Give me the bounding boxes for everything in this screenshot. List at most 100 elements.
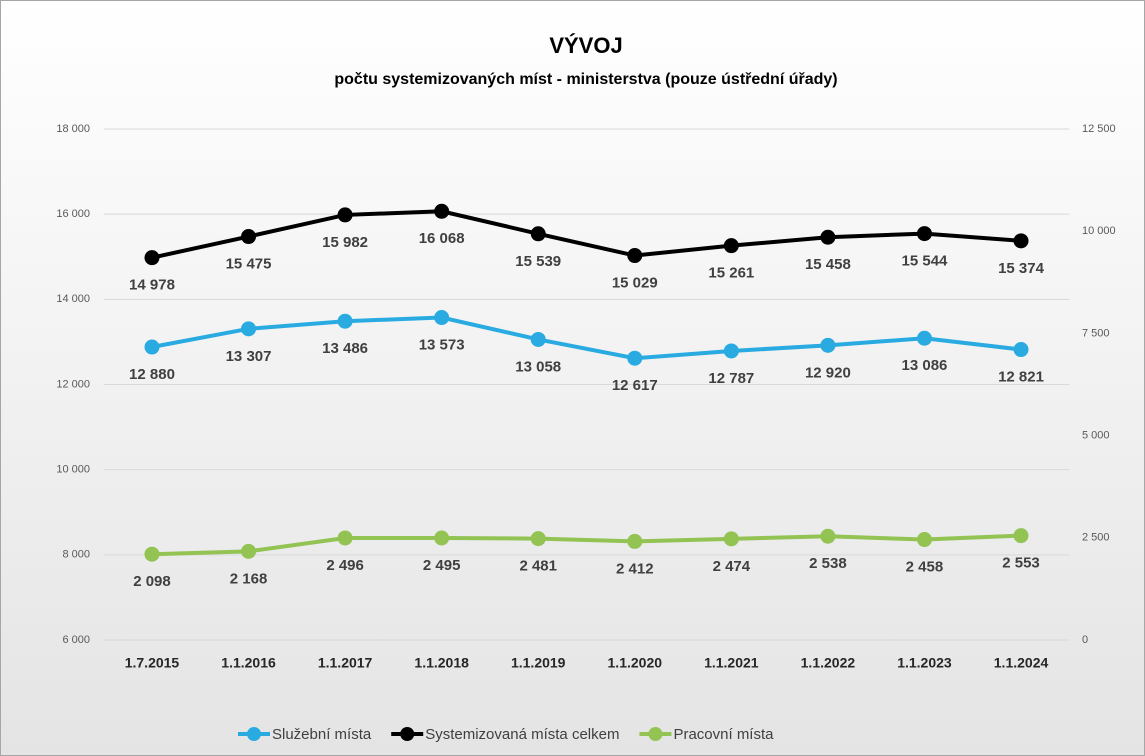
legend-label: Systemizovaná místa celkem <box>425 726 619 743</box>
data-label: 2 474 <box>713 558 751 575</box>
data-label: 2 496 <box>326 557 364 574</box>
legend-marker <box>400 727 415 741</box>
data-point <box>530 226 546 242</box>
y-tick-label: 10 000 <box>56 464 90 476</box>
legend-item: Služební místa <box>238 726 372 743</box>
y-tick-label: 12 000 <box>56 378 90 390</box>
data-label: 13 307 <box>226 348 272 365</box>
legend-item: Pracovní místa <box>639 726 774 743</box>
data-point <box>627 248 643 264</box>
data-label: 16 068 <box>419 230 465 247</box>
data-label: 2 538 <box>809 555 847 572</box>
data-point <box>916 330 932 346</box>
data-point <box>241 229 257 245</box>
legend-marker <box>648 727 663 741</box>
data-point <box>627 350 643 366</box>
data-point <box>241 543 257 559</box>
x-tick-label: 1.1.2018 <box>414 655 469 671</box>
data-point <box>627 533 643 549</box>
data-point <box>337 207 353 223</box>
y-tick-label: 18 000 <box>56 123 90 135</box>
data-point <box>144 250 160 266</box>
data-point <box>1013 233 1029 249</box>
y2-tick-label: 12 500 <box>1082 123 1116 135</box>
data-label: 15 029 <box>612 274 658 291</box>
data-point <box>820 229 836 245</box>
series-line <box>151 315 1022 361</box>
data-label: 15 261 <box>708 265 754 282</box>
data-point <box>723 238 739 254</box>
data-label: 14 978 <box>129 277 175 294</box>
data-label: 2 098 <box>133 573 171 590</box>
data-label: 2 412 <box>616 560 654 577</box>
data-point <box>916 226 932 242</box>
y2-tick-label: 5 000 <box>1082 430 1110 442</box>
plot: 12 880 13 307 13 486 13 573 13 058 12 617 12 7… <box>129 203 1045 590</box>
data-label: 2 481 <box>519 558 557 575</box>
data-label: 13 086 <box>902 357 948 374</box>
x-tick-label: 1.1.2017 <box>318 655 373 671</box>
data-point <box>723 531 739 547</box>
data-label: 2 168 <box>230 570 268 587</box>
data-label: 12 821 <box>998 369 1044 386</box>
data-point <box>820 337 836 353</box>
x-tick-label: 1.1.2019 <box>511 655 566 671</box>
data-point <box>1013 342 1029 358</box>
x-tick-label: 1.1.2020 <box>608 655 663 671</box>
y-tick-label: 16 000 <box>56 208 90 220</box>
data-point <box>144 546 160 562</box>
legend-label: Pracovní místa <box>673 726 774 743</box>
data-label: 12 787 <box>708 370 754 387</box>
y-tick-label: 8 000 <box>62 549 90 561</box>
data-label: 12 920 <box>805 364 851 381</box>
data-label: 2 495 <box>423 557 461 574</box>
y-tick-label: 14 000 <box>56 293 90 305</box>
data-point <box>434 203 450 219</box>
x-tick-label: 1.1.2022 <box>801 655 856 671</box>
data-label: 15 458 <box>805 256 851 273</box>
data-point <box>530 331 546 347</box>
data-point <box>723 343 739 359</box>
data-point <box>241 321 257 337</box>
data-point <box>820 528 836 544</box>
data-point <box>144 339 160 355</box>
data-label: 13 486 <box>322 340 368 357</box>
y2-tick-label: 10 000 <box>1082 225 1116 237</box>
chart-subtitle: počtu systemizovaných míst - ministerstv… <box>334 71 837 88</box>
data-point <box>916 532 932 548</box>
legend-label: Služební místa <box>272 726 372 743</box>
grid <box>103 128 1070 641</box>
legend-item: Systemizovaná místa celkem <box>391 726 619 743</box>
data-point <box>337 313 353 329</box>
data-label: 2 553 <box>1002 555 1040 572</box>
legend-marker <box>247 727 261 741</box>
data-point <box>337 530 353 546</box>
y2-tick-label: 2 500 <box>1082 532 1110 544</box>
data-point <box>434 530 450 546</box>
x-tick-label: 1.7.2015 <box>125 655 180 671</box>
x-tick-label: 1.1.2016 <box>221 655 276 671</box>
data-label: 15 374 <box>998 260 1045 277</box>
data-point <box>1013 528 1029 544</box>
data-label: 15 539 <box>515 253 561 270</box>
y2-tick-label: 7 500 <box>1082 327 1110 339</box>
data-label: 15 475 <box>226 255 272 272</box>
data-label: 12 880 <box>129 366 175 383</box>
data-label: 13 573 <box>419 336 465 353</box>
data-label: 12 617 <box>612 377 658 394</box>
series-line <box>151 209 1022 260</box>
chart-title: VÝVOJ <box>549 33 622 58</box>
data-label: 2 458 <box>906 558 944 575</box>
data-point <box>434 310 450 326</box>
data-point <box>530 531 546 547</box>
series-line <box>151 533 1022 557</box>
data-label: 15 544 <box>902 253 949 270</box>
x-tick-label: 1.1.2024 <box>994 655 1049 671</box>
data-label: 15 982 <box>322 234 368 251</box>
x-tick-label: 1.1.2023 <box>897 655 952 671</box>
data-label: 13 058 <box>515 358 561 375</box>
y-tick-label: 6 000 <box>62 634 90 646</box>
x-tick-label: 1.1.2021 <box>704 655 759 671</box>
